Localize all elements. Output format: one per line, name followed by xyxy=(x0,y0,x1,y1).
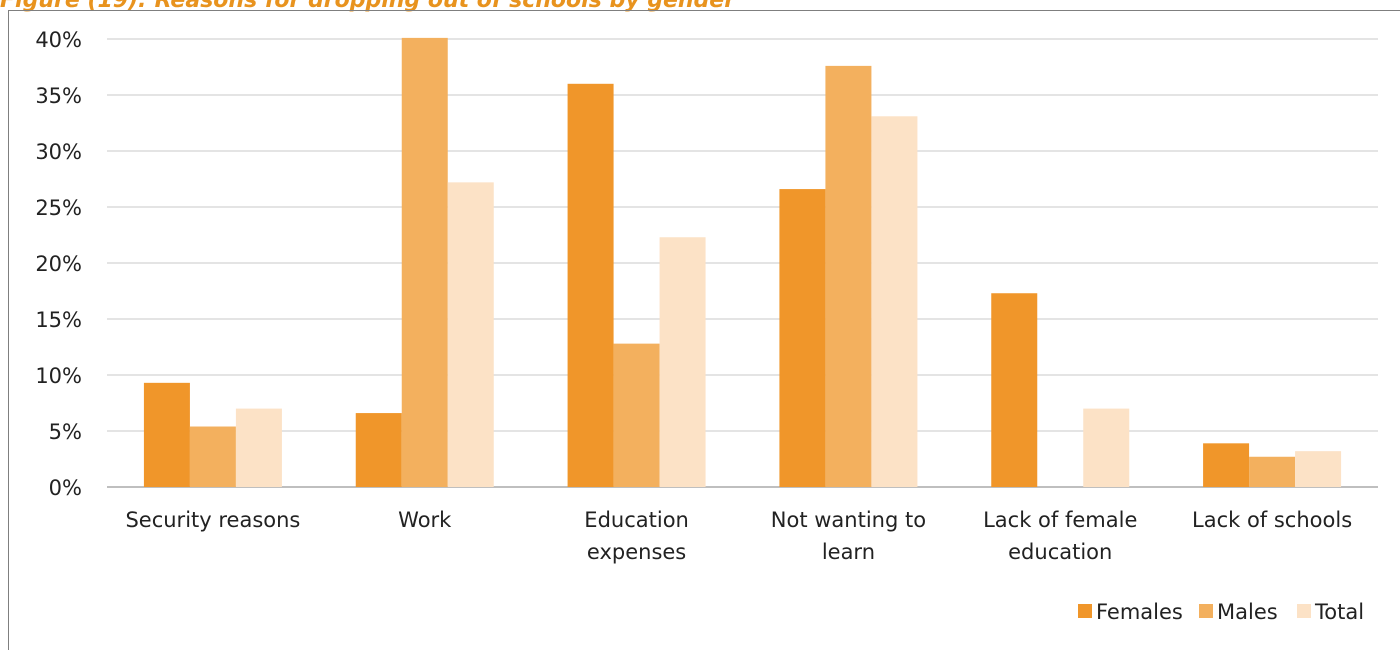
gridlines xyxy=(107,38,1378,488)
legend-swatch-males xyxy=(1199,604,1213,618)
x-category-label: Work xyxy=(398,508,452,532)
y-axis-tick-labels: 0% 5% 10% 15% 20% 25% 30% 35% 40% xyxy=(35,28,82,500)
y-tick-label: 20% xyxy=(35,252,82,276)
y-tick-label: 25% xyxy=(35,196,82,220)
bar-total xyxy=(659,237,706,487)
bar-females xyxy=(779,189,826,487)
y-tick-label: 5% xyxy=(49,420,82,444)
bar-total xyxy=(447,182,494,488)
legend-label-males: Males xyxy=(1217,600,1278,624)
x-axis-category-labels: Security reasons Work Education expenses Not… xyxy=(125,508,1352,564)
bar-males xyxy=(401,37,448,487)
legend: Females Males Total xyxy=(1078,600,1364,624)
y-tick-label: 10% xyxy=(35,364,82,388)
x-category-label: Not wanting to learn xyxy=(771,508,926,564)
bar-females xyxy=(567,83,614,488)
bar-total xyxy=(871,116,918,487)
x-category-label: Security reasons xyxy=(125,508,300,532)
bar-males xyxy=(613,343,660,487)
y-tick-label: 35% xyxy=(35,84,82,108)
bar-males xyxy=(189,426,236,487)
legend-swatch-total xyxy=(1297,604,1311,618)
x-category-label: Lack of female education xyxy=(983,508,1137,564)
x-category-label: Lack of schools xyxy=(1192,508,1352,532)
bar-males xyxy=(1249,456,1296,487)
bar-total xyxy=(235,408,282,487)
bar-total xyxy=(1083,408,1130,487)
bar-total xyxy=(1295,451,1342,487)
legend-label-females: Females xyxy=(1096,600,1183,624)
x-category-label: Education expenses xyxy=(584,508,689,564)
legend-swatch-females xyxy=(1078,604,1092,618)
legend-label-total: Total xyxy=(1314,600,1364,624)
bar-males xyxy=(825,65,872,487)
bars xyxy=(143,37,1342,488)
bar-females xyxy=(355,413,402,487)
y-tick-label: 15% xyxy=(35,308,82,332)
bar-females xyxy=(143,382,190,487)
y-tick-label: 30% xyxy=(35,140,82,164)
bar-females xyxy=(991,293,1038,487)
bar-females xyxy=(1203,443,1250,487)
y-tick-label: 0% xyxy=(49,476,82,500)
chart-frame xyxy=(8,10,1400,650)
y-tick-label: 40% xyxy=(35,28,82,52)
